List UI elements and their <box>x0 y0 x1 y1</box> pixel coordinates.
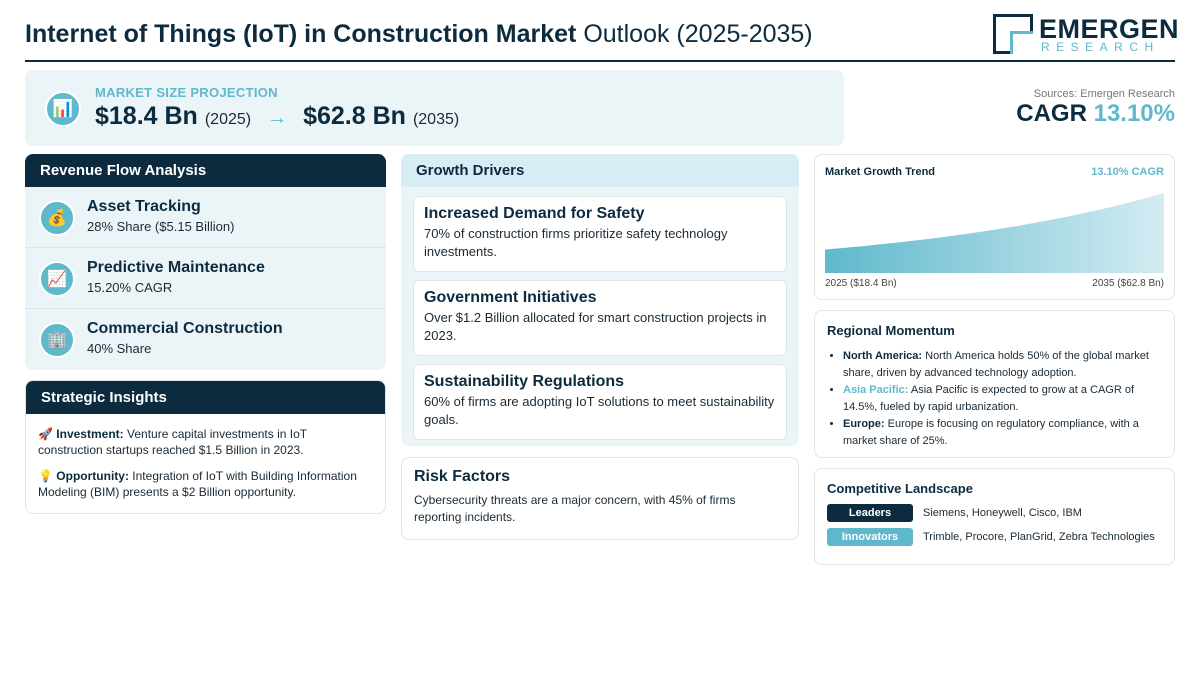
trend-title: Market Growth Trend <box>825 166 936 178</box>
growth-heading: Growth Drivers <box>401 154 799 187</box>
revenue-item: 🏢 Commercial Construction 40% Share <box>25 309 386 370</box>
opportunity-insight: 💡 Opportunity: Integration of IoT with B… <box>38 468 373 500</box>
growth-driver-text: Over $1.2 Billion allocated for smart co… <box>424 310 767 343</box>
trend-chart <box>825 193 1164 273</box>
region-text: Asia Pacific is expected to grow at a CA… <box>843 384 1135 413</box>
emergen-logo: EMERGEN RESEARCH <box>993 14 1179 56</box>
growth-driver-text: 70% of construction firms prioritize saf… <box>424 226 728 259</box>
regional-item: Asia Pacific: Asia Pacific is expected t… <box>843 382 1162 416</box>
title-bold: Internet of Things (IoT) in Construction… <box>25 20 577 48</box>
innovators-row: Innovators Trimble, Procore, PlanGrid, Z… <box>827 528 1162 546</box>
revenue-item: 📈 Predictive Maintenance 15.20% CAGR <box>25 248 386 309</box>
leaders-list: Siemens, Honeywell, Cisco, IBM <box>923 507 1082 519</box>
growth-driver-text: 60% of firms are adopting IoT solutions … <box>424 394 775 427</box>
revenue-flow-card: Revenue Flow Analysis 💰 Asset Tracking 2… <box>25 154 386 370</box>
strategic-insights-card: Strategic Insights 🚀 Investment: Venture… <box>25 380 386 514</box>
revenue-item-sub: 15.20% CAGR <box>87 280 173 295</box>
region-text: North America holds 50% of the global ma… <box>843 350 1149 379</box>
investment-insight: 🚀 Investment: Venture capital investment… <box>38 426 373 458</box>
regional-item: Europe: Europe is focusing on regulatory… <box>843 416 1162 450</box>
cagr-summary: CAGR 13.10% <box>1016 100 1175 128</box>
region-name: Europe: <box>843 418 885 430</box>
innovators-list: Trimble, Procore, PlanGrid, Zebra Techno… <box>923 531 1155 543</box>
risk-factors-card: Risk Factors Cybersecurity threats are a… <box>401 457 799 540</box>
competitive-title: Competitive Landscape <box>827 481 973 496</box>
growth-driver-title: Government Initiatives <box>424 289 597 306</box>
building-icon: 🏢 <box>39 322 75 358</box>
projection-values: $18.4 Bn (2025) → $62.8 Bn (2035) <box>95 102 459 131</box>
risk-title: Risk Factors <box>414 468 511 485</box>
chart-up-icon: 📈 <box>39 261 75 297</box>
rocket-icon: 🚀 <box>38 427 53 441</box>
logo-main-text: EMERGEN <box>1039 14 1180 44</box>
leaders-row: Leaders Siemens, Honeywell, Cisco, IBM <box>827 504 1162 522</box>
money-bag-icon: 💰 <box>39 200 75 236</box>
leaders-badge: Leaders <box>827 504 913 522</box>
revenue-item-sub: 28% Share ($5.15 Billion) <box>87 219 235 234</box>
arrow-right-icon: → <box>267 107 288 129</box>
growth-driver-item: Government Initiatives Over $1.2 Billion… <box>413 280 787 356</box>
strategic-body: 🚀 Investment: Venture capital investment… <box>26 414 385 513</box>
growth-driver-item: Sustainability Regulations 60% of firms … <box>413 364 787 440</box>
revenue-item-title: Asset Tracking <box>87 198 201 215</box>
year-start: (2025) <box>204 111 252 128</box>
growth-drivers-card: Growth Drivers Increased Demand for Safe… <box>401 154 799 446</box>
opportunity-label: Opportunity: <box>56 469 129 483</box>
revenue-heading: Revenue Flow Analysis <box>25 154 386 187</box>
revenue-item-title: Predictive Maintenance <box>87 259 265 276</box>
value-end: $62.8 Bn <box>303 102 406 130</box>
cagr-label: CAGR <box>1016 100 1087 127</box>
region-text: Europe is focusing on regulatory complia… <box>843 418 1139 447</box>
cagr-value: 13.10% <box>1093 100 1175 127</box>
value-start: $18.4 Bn <box>95 102 198 130</box>
revenue-item-title: Commercial Construction <box>87 320 283 337</box>
logo-mark-icon <box>993 14 1033 54</box>
risk-text: Cybersecurity threats are a major concer… <box>414 493 736 524</box>
title-rest: Outlook (2025-2035) <box>583 20 813 48</box>
region-name: North America: <box>843 350 923 362</box>
trend-start-label: 2025 ($18.4 Bn) <box>825 278 897 289</box>
year-end: (2035) <box>412 111 460 128</box>
trend-end-label: 2035 ($62.8 Bn) <box>1092 278 1164 289</box>
investment-label: Investment: <box>56 427 124 441</box>
growth-driver-title: Increased Demand for Safety <box>424 205 645 222</box>
regional-list: North America: North America holds 50% o… <box>827 348 1162 450</box>
page-title: Internet of Things (IoT) in Construction… <box>25 20 813 49</box>
revenue-item-sub: 40% Share <box>87 341 152 356</box>
sources-text: Sources: Emergen Research <box>1033 88 1175 100</box>
investment-text: Venture capital investments in IoT const… <box>38 427 307 457</box>
growth-driver-title: Sustainability Regulations <box>424 373 625 390</box>
regional-momentum-card: Regional Momentum North America: North A… <box>814 310 1175 458</box>
revenue-item: 💰 Asset Tracking 28% Share ($5.15 Billio… <box>25 187 386 248</box>
strategic-heading: Strategic Insights <box>26 381 385 414</box>
competitive-landscape-card: Competitive Landscape Leaders Siemens, H… <box>814 468 1175 565</box>
projection-label: MARKET SIZE PROJECTION <box>95 85 278 100</box>
trend-area <box>825 193 1164 273</box>
innovators-badge: Innovators <box>827 528 913 546</box>
growth-driver-item: Increased Demand for Safety 70% of const… <box>413 196 787 272</box>
bar-chart-icon: 📊 <box>45 91 81 127</box>
regional-title: Regional Momentum <box>827 323 955 338</box>
lightbulb-icon: 💡 <box>38 469 53 483</box>
market-growth-trend-card: Market Growth Trend 13.10% CAGR 2025 ($1… <box>814 154 1175 300</box>
logo-sub-text: RESEARCH <box>1041 40 1160 54</box>
trend-cagr: 13.10% CAGR <box>1091 166 1164 178</box>
regional-item: North America: North America holds 50% o… <box>843 348 1162 382</box>
region-name: Asia Pacific: <box>843 384 909 396</box>
opportunity-text: Integration of IoT with Building Informa… <box>38 469 357 499</box>
market-size-projection: 📊 MARKET SIZE PROJECTION $18.4 Bn (2025)… <box>25 70 844 146</box>
header: Internet of Things (IoT) in Construction… <box>25 12 1179 62</box>
